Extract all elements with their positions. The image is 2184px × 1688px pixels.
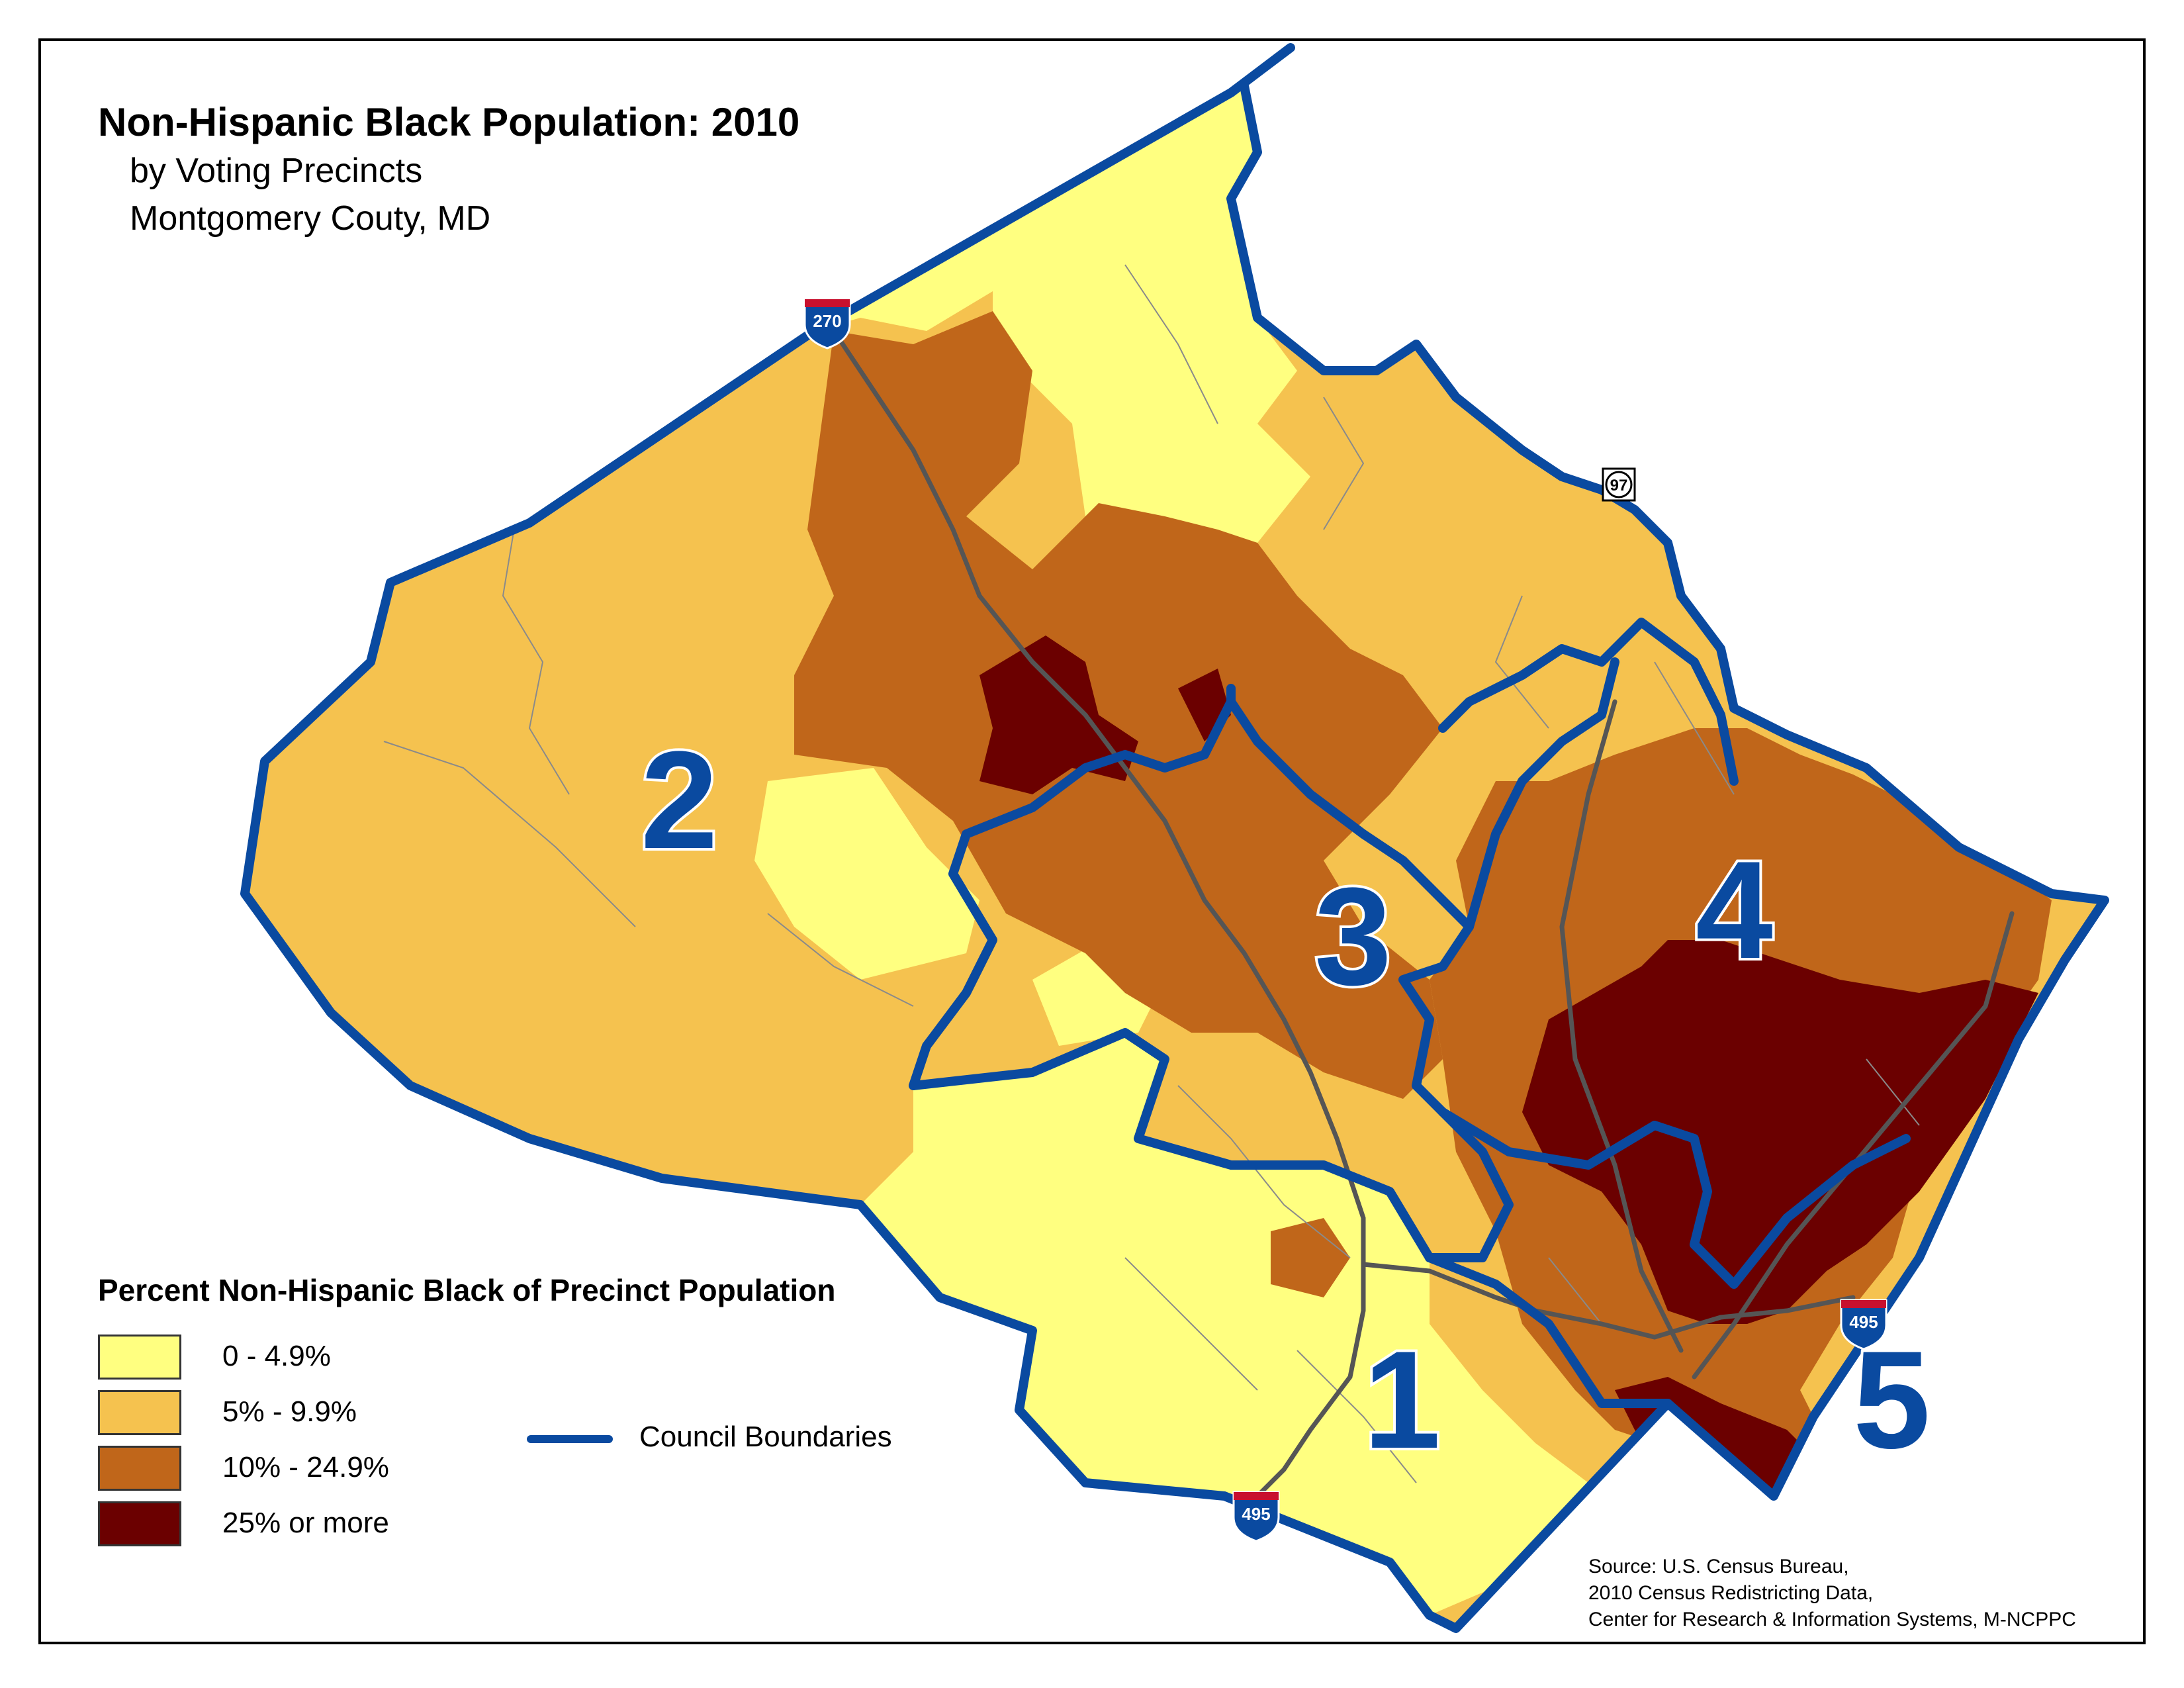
precinct-boundaries xyxy=(383,264,1920,1483)
i270-route xyxy=(831,328,1366,1499)
map-title: Non-Hispanic Black Population: 2010 xyxy=(98,100,800,144)
council-boundaries xyxy=(240,43,2109,1633)
district-label-5: 5 xyxy=(1850,1322,1933,1477)
precincts-10-24.9-south xyxy=(1271,1218,1350,1297)
interstate-495-shield-east: 495 xyxy=(1840,1299,1888,1350)
legend-swatch-5-9.9 xyxy=(98,1390,181,1435)
district-2-4-boundary xyxy=(1465,657,1619,931)
legend-label-10-24.9: 10% - 24.9% xyxy=(222,1451,389,1483)
district-label-1: 1 xyxy=(1361,1322,1443,1477)
district-4-north-boundary xyxy=(1438,618,1739,786)
legend-council-line xyxy=(527,1435,613,1443)
legend-label-25-plus: 25% or more xyxy=(222,1507,389,1539)
legend-label-0-4.9: 0 - 4.9% xyxy=(222,1340,331,1372)
legend-swatch-0-4.9 xyxy=(98,1335,181,1380)
route-97-shield: 97 xyxy=(1602,467,1636,502)
interstate-270-shield: 270 xyxy=(803,298,851,350)
source-line-3: Center for Research & Information System… xyxy=(1588,1609,2076,1630)
precincts-25-plus-east xyxy=(1522,940,2038,1324)
interstate-495-shield-south: 495 xyxy=(1232,1491,1280,1542)
county-outline xyxy=(240,43,2109,1633)
svg-text:97: 97 xyxy=(1610,477,1628,494)
legend-label-5-9.9: 5% - 9.9% xyxy=(222,1395,357,1428)
source-line-2: 2010 Census Redistricting Data, xyxy=(1588,1582,1874,1604)
district-2-3-boundary xyxy=(909,684,1236,1090)
precincts-0-4.9-west xyxy=(754,768,979,980)
i495-route xyxy=(1361,1262,1856,1340)
district-label-4: 4 xyxy=(1693,832,1776,988)
legend-title: Percent Non-Hispanic Black of Precinct P… xyxy=(98,1273,836,1307)
legend-council-label: Council Boundaries xyxy=(639,1421,892,1453)
source-line-1: Source: U.S. Census Bureau, xyxy=(1588,1556,1849,1577)
district-1-3-boundary xyxy=(909,1028,1434,1262)
map-subtitle-precincts: by Voting Precincts xyxy=(130,152,423,190)
precincts-25-plus-germantown xyxy=(979,635,1138,794)
legend-swatch-25-plus xyxy=(98,1501,181,1546)
district-label-3: 3 xyxy=(1312,859,1394,1014)
map-subtitle-county: Montgomery Couty, MD xyxy=(130,199,491,238)
route-29 xyxy=(1559,699,1684,1353)
svg-text:270: 270 xyxy=(813,311,841,331)
district-3-5-boundary xyxy=(1425,1107,1514,1262)
district-label-2: 2 xyxy=(638,722,721,878)
svg-text:495: 495 xyxy=(1849,1312,1878,1332)
svg-text:495: 495 xyxy=(1242,1504,1270,1524)
district-4-5-boundary xyxy=(1438,1107,1911,1289)
precincts-10-24.9-north-corridor xyxy=(794,311,1443,1099)
precincts-0-4.9-north xyxy=(814,86,1310,556)
legend-swatch-10-24.9 xyxy=(98,1446,181,1491)
district-1-5-boundary xyxy=(1425,1253,1672,1408)
